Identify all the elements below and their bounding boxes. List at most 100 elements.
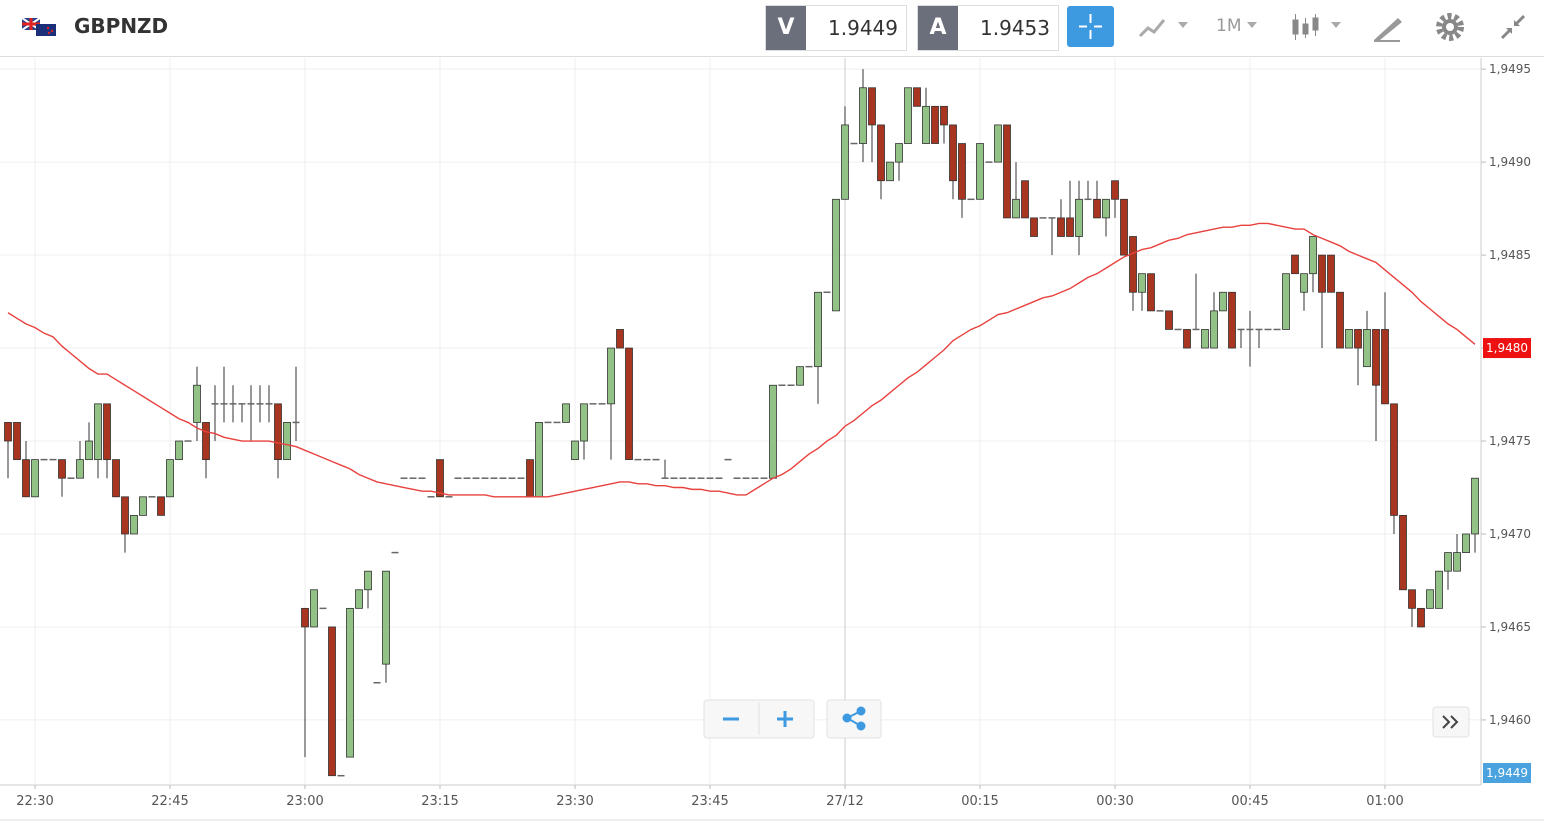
candle-body (283, 422, 291, 461)
settings-button[interactable] (1434, 10, 1468, 44)
candle-body (58, 459, 66, 479)
candle-body (22, 459, 30, 498)
candle-body (175, 440, 183, 461)
y-tick-label: 1,9465 (1489, 620, 1531, 634)
candle-body (1435, 570, 1443, 609)
candle-body (1399, 514, 1407, 591)
y-tick-label: 1,9485 (1489, 248, 1531, 262)
candle-body (1210, 310, 1218, 349)
candle-body (328, 626, 336, 777)
candles (4, 69, 1479, 777)
candle-body (1426, 589, 1434, 609)
candle-body (13, 422, 21, 461)
candle-body (355, 589, 363, 609)
candle-body (1228, 291, 1236, 349)
bid-value: 1.9449 (828, 16, 898, 40)
chart-type-button[interactable] (1130, 10, 1200, 44)
candle-body (904, 87, 912, 144)
candle-body (130, 514, 138, 535)
candle-body (157, 496, 165, 516)
candle-body (1417, 607, 1425, 628)
candle-body (922, 105, 930, 144)
candle-body (85, 440, 93, 461)
collapse-button[interactable] (1496, 10, 1530, 44)
candle-body (562, 403, 570, 423)
candle-body (868, 87, 876, 126)
candle-body (1381, 329, 1389, 405)
share-button[interactable] (826, 699, 882, 739)
candle-body (1453, 552, 1461, 572)
zoom-in[interactable] (777, 711, 793, 727)
candle-body (895, 143, 903, 163)
bid-label: V (766, 6, 806, 50)
candle-body (1444, 552, 1452, 572)
candle-body (112, 459, 120, 498)
candle-body (76, 459, 84, 479)
candle-body (1138, 273, 1146, 293)
candle-body (193, 384, 201, 423)
zoom-controls (703, 699, 882, 739)
candle-body (301, 607, 309, 628)
candle-body (1336, 291, 1344, 349)
candle-body (814, 291, 822, 368)
candle-body (1291, 254, 1299, 275)
candle-body (1309, 236, 1317, 275)
candle-body (913, 87, 921, 107)
candle-body (796, 366, 804, 386)
x-tick-label: 27/12 (826, 794, 863, 809)
y-tick-label: 1,9475 (1489, 434, 1531, 448)
price-tag-label: 1,9449 (1486, 766, 1528, 780)
candle-body (1021, 180, 1029, 219)
candle-body (841, 124, 849, 200)
bid-box[interactable]: V 1.9449 (765, 5, 907, 51)
candle-body (1120, 198, 1128, 256)
ask-label: A (918, 6, 958, 50)
x-tick-label: 00:30 (1096, 794, 1133, 809)
candle-body (139, 496, 147, 516)
candle-body (202, 422, 210, 461)
candle-body (1300, 273, 1308, 293)
candle-body (1318, 254, 1326, 293)
timeframe[interactable]: 1M (1216, 16, 1242, 36)
candle-body (931, 105, 939, 144)
candle-body (1030, 217, 1038, 237)
candle-button[interactable] (1285, 10, 1355, 44)
candle-body (940, 105, 948, 126)
draw-button[interactable] (1370, 10, 1404, 44)
candle-body (769, 384, 777, 479)
flag-icon (22, 18, 56, 36)
x-tick-label: 23:45 (691, 794, 728, 809)
candle-body (1408, 589, 1416, 609)
candle-body (607, 347, 615, 405)
ask-box[interactable]: A 1.9453 (917, 5, 1059, 51)
x-tick-label: 01:00 (1366, 794, 1403, 809)
candle-body (1075, 198, 1083, 237)
x-tick-label: 23:00 (286, 794, 323, 809)
price-tag (1483, 763, 1531, 783)
moving-average-line (7, 222, 1476, 498)
candle-body (859, 87, 867, 144)
candle-body (877, 124, 885, 182)
candle-body (1471, 477, 1479, 535)
candle-body (1165, 310, 1173, 330)
candle-body (1129, 236, 1137, 293)
y-tick-label: 1,9470 (1489, 527, 1531, 541)
crosshair-button[interactable] (1067, 6, 1114, 47)
scroll-end-button[interactable] (1432, 706, 1470, 740)
candle-body (1282, 273, 1290, 330)
candle-body (274, 403, 282, 461)
y-tick-label: 1,9490 (1489, 155, 1531, 169)
candle-body (1111, 180, 1119, 200)
x-tick-label: 22:45 (151, 794, 188, 809)
candle-body (346, 607, 354, 758)
candle-body (832, 198, 840, 312)
candle-body (31, 459, 39, 498)
candle-body (1066, 217, 1074, 237)
candle-body (625, 347, 633, 461)
price-tag-label: 1,9480 (1486, 341, 1528, 355)
candle-body (1354, 329, 1362, 349)
candle-body (4, 422, 12, 442)
candle-body (436, 459, 444, 498)
x-tick-label: 23:30 (556, 794, 593, 809)
